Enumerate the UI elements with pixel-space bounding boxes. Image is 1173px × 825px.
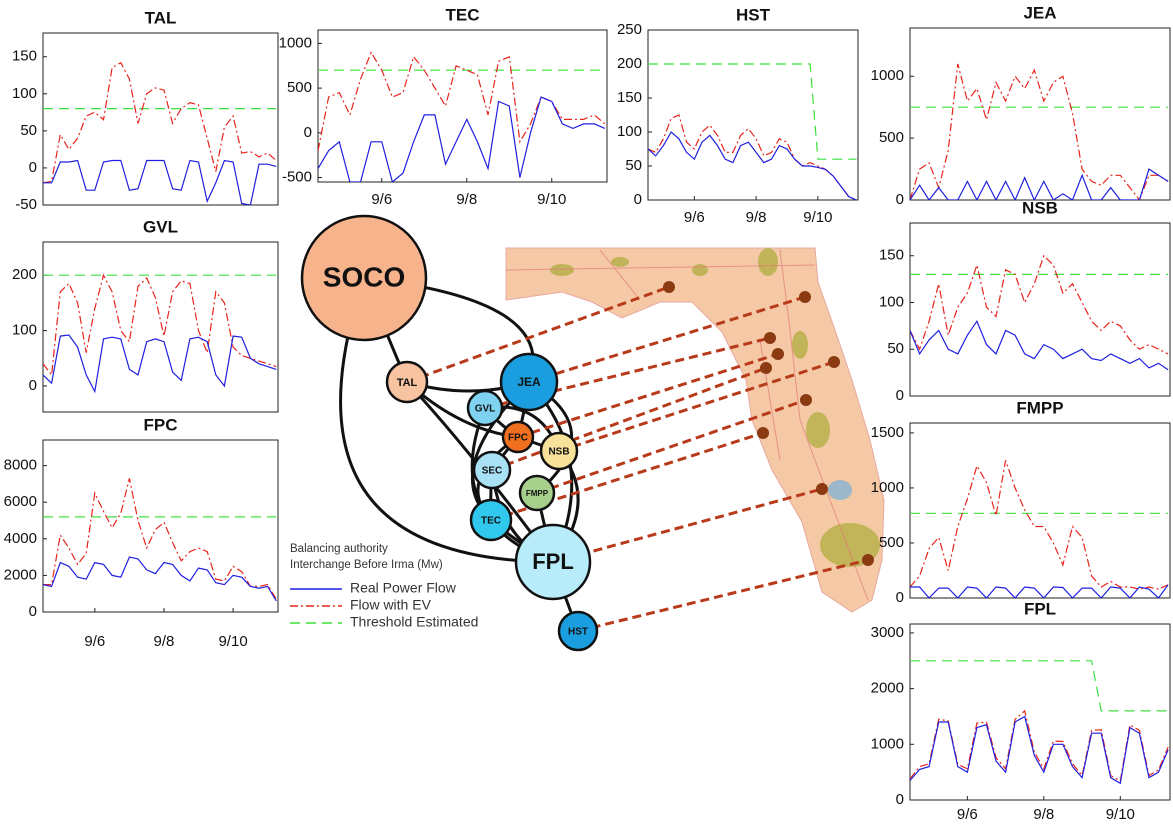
- node-label: FPC: [508, 433, 528, 444]
- lake: [828, 480, 852, 500]
- y-tick-label: 2000: [871, 680, 904, 697]
- x-tick-label: 9/8: [154, 633, 175, 650]
- y-tick-label: 150: [617, 89, 642, 106]
- y-tick-label: 0: [896, 387, 904, 404]
- chart-title: GVL: [143, 217, 178, 236]
- y-tick-label: 150: [12, 48, 37, 65]
- x-tick-label: 9/6: [957, 806, 978, 823]
- chart-title: FPC: [144, 415, 178, 434]
- node-label: GVL: [475, 404, 496, 415]
- y-tick-label: 6000: [4, 493, 37, 510]
- y-tick-label: 50: [625, 157, 642, 174]
- y-tick-label: 50: [887, 340, 904, 357]
- chart-title: HST: [736, 5, 771, 24]
- plot-frame: [910, 624, 1170, 800]
- y-tick-label: 2000: [4, 566, 37, 583]
- chart-title: TAL: [145, 8, 177, 27]
- y-tick-label: 100: [12, 322, 37, 339]
- plot-frame: [43, 242, 278, 412]
- y-tick-label: 4000: [4, 530, 37, 547]
- y-tick-label: 500: [879, 129, 904, 146]
- y-tick-label: 0: [634, 191, 642, 208]
- chart-title: NSB: [1022, 198, 1058, 217]
- node-label: FMPP: [526, 489, 549, 498]
- y-tick-label: 8000: [4, 457, 37, 474]
- plot-frame: [318, 30, 607, 182]
- y-tick-label: 1000: [871, 67, 904, 84]
- x-tick-label: 9/10: [218, 633, 247, 650]
- chart-title: JEA: [1023, 3, 1056, 22]
- x-tick-label: 9/8: [1033, 806, 1054, 823]
- map-dot: [663, 281, 675, 293]
- x-tick-label: 9/10: [1106, 806, 1135, 823]
- x-tick-label: 9/6: [684, 209, 705, 226]
- node-label: NSB: [548, 447, 569, 458]
- x-tick-label: 9/10: [537, 191, 566, 208]
- plot-frame: [910, 223, 1170, 396]
- map-dot: [862, 554, 874, 566]
- y-tick-label: 0: [29, 603, 37, 620]
- y-tick-label: 200: [12, 266, 37, 283]
- node-label: FPL: [532, 549, 574, 574]
- x-tick-label: 9/8: [456, 191, 477, 208]
- map-dot: [828, 356, 840, 368]
- y-tick-label: -50: [15, 196, 37, 213]
- x-tick-label: 9/10: [803, 209, 832, 226]
- x-tick-label: 9/6: [371, 191, 392, 208]
- y-tick-label: 0: [896, 191, 904, 208]
- chart-title: TEC: [446, 5, 480, 24]
- map-link: [578, 560, 868, 631]
- plot-frame: [910, 28, 1170, 200]
- legend-label: Threshold Estimated: [350, 614, 478, 630]
- map-dot: [799, 291, 811, 303]
- y-tick-label: 1000: [279, 34, 312, 51]
- x-tick-label: 9/6: [84, 633, 105, 650]
- node-label: JEA: [517, 375, 541, 389]
- legend-title: Interchange Before Irma (Mw): [290, 559, 443, 571]
- x-tick-label: 9/8: [746, 209, 767, 226]
- y-tick-label: 1000: [871, 735, 904, 752]
- map-dot: [760, 362, 772, 374]
- map-dot: [800, 394, 812, 406]
- legend: Balancing authority Interchange Before I…: [290, 543, 478, 630]
- map-dot: [816, 483, 828, 495]
- y-tick-label: 0: [896, 791, 904, 808]
- node-label: SOCO: [323, 261, 405, 292]
- y-tick-label: 0: [304, 124, 312, 141]
- y-tick-label: 100: [879, 293, 904, 310]
- y-tick-label: 100: [617, 123, 642, 140]
- chart-title: FPL: [1024, 599, 1056, 618]
- plot-frame: [910, 423, 1170, 598]
- legend-title: Balancing authority: [290, 543, 388, 555]
- y-tick-label: 100: [12, 85, 37, 102]
- y-tick-label: 150: [879, 247, 904, 264]
- y-tick-label: 200: [617, 55, 642, 72]
- legend-label: Flow with EV: [350, 597, 432, 613]
- figure: SOCO TAL JEA GVL FPC NSB SEC FMPP TEC FPL HST Bala…: [0, 0, 1173, 825]
- y-tick-label: 500: [287, 79, 312, 96]
- y-tick-label: 500: [879, 534, 904, 551]
- y-tick-label: 0: [29, 377, 37, 394]
- node-label: TEC: [481, 516, 501, 527]
- node-label: HST: [568, 627, 588, 638]
- y-tick-label: 250: [617, 21, 642, 38]
- map-link: [553, 489, 822, 562]
- chart-title: FMPP: [1016, 398, 1063, 417]
- plot-frame: [43, 33, 278, 205]
- node-label: SEC: [482, 466, 503, 477]
- node-label: TAL: [397, 377, 418, 389]
- y-tick-label: 1500: [871, 424, 904, 441]
- y-tick-label: 50: [20, 122, 37, 139]
- map-dot: [772, 348, 784, 360]
- y-tick-label: -500: [282, 168, 312, 185]
- y-tick-label: 1000: [871, 479, 904, 496]
- y-tick-label: 3000: [871, 624, 904, 641]
- map-dot: [764, 332, 776, 344]
- y-tick-label: 0: [896, 589, 904, 606]
- legend-label: Real Power Flow: [350, 580, 457, 596]
- map-dot: [757, 427, 769, 439]
- y-tick-label: 0: [29, 159, 37, 176]
